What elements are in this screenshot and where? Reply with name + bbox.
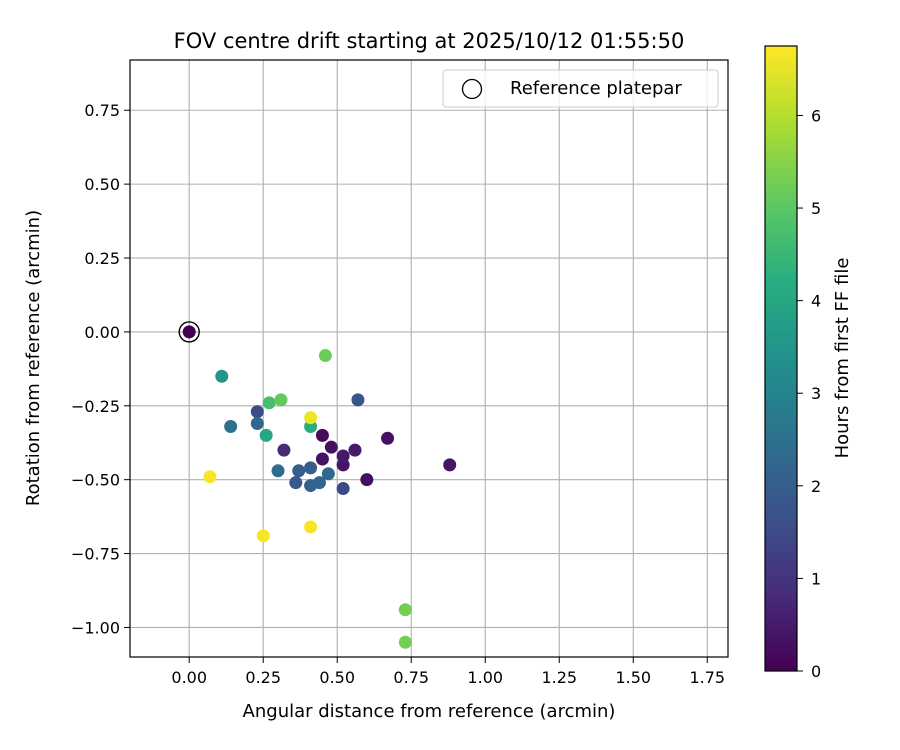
data-point — [274, 393, 288, 407]
data-point — [215, 369, 229, 383]
data-point — [262, 396, 276, 410]
x-tick-label: 1.75 — [689, 668, 725, 687]
data-point — [312, 476, 326, 490]
x-tick-label: 0.75 — [393, 668, 429, 687]
data-point — [304, 461, 318, 475]
y-tick-label: 0.00 — [84, 323, 120, 342]
chart-title: FOV centre drift starting at 2025/10/12 … — [174, 29, 685, 53]
x-tick-label: 0.25 — [245, 668, 281, 687]
colorbar-tick-label: 0 — [811, 662, 821, 681]
colorbar-tick-label: 1 — [811, 569, 821, 588]
data-point — [292, 464, 306, 478]
data-point — [259, 428, 273, 442]
data-point — [315, 428, 329, 442]
reference-platepar-marker — [178, 321, 200, 343]
legend-marker — [461, 78, 483, 100]
y-tick-label: 0.75 — [84, 101, 120, 120]
data-point — [250, 417, 264, 431]
y-tick-label: 0.25 — [84, 249, 120, 268]
data-point — [398, 635, 412, 649]
y-axis-label: Rotation from reference (arcmin) — [23, 210, 44, 506]
colorbar-tick-label: 2 — [811, 477, 821, 496]
grid-lines — [130, 60, 728, 657]
colorbar-gradient — [764, 45, 798, 672]
x-tick-label: 1.25 — [541, 668, 577, 687]
x-tick-label: 1.50 — [615, 668, 651, 687]
data-point — [351, 393, 365, 407]
y-tick-label: −1.00 — [71, 618, 120, 637]
legend: Reference platepar — [442, 69, 719, 108]
data-point — [324, 440, 338, 454]
y-tick-label: −0.75 — [71, 545, 120, 564]
data-point — [443, 458, 457, 472]
x-tick-label: 0.50 — [319, 668, 355, 687]
colorbar-ticks: 0 1 2 3 4 5 6 — [797, 106, 821, 681]
data-point — [348, 443, 362, 457]
data-point — [321, 467, 335, 481]
data-point — [336, 449, 350, 463]
data-point — [289, 476, 303, 490]
data-point — [304, 520, 318, 534]
colorbar-label: Hours from first FF file — [832, 258, 853, 459]
data-point — [271, 464, 285, 478]
x-axis-label: Angular distance from reference (arcmin) — [243, 701, 616, 722]
data-point — [381, 431, 395, 445]
plot-frame — [129, 59, 729, 658]
data-point — [360, 473, 374, 487]
reference-marker — [178, 321, 200, 343]
data-point — [398, 603, 412, 617]
data-point — [304, 411, 318, 425]
colorbar: 0 1 2 3 4 5 6 Hours from first FF file — [764, 45, 853, 681]
data-point — [203, 470, 217, 484]
data-point — [224, 419, 238, 433]
y-tick-label: −0.50 — [71, 471, 120, 490]
colorbar-tick-label: 6 — [811, 106, 821, 125]
x-tick-label: 0.00 — [171, 668, 207, 687]
colorbar-tick-label: 4 — [811, 292, 821, 311]
colorbar-tick-label: 5 — [811, 199, 821, 218]
legend-label: Reference platepar — [510, 78, 682, 99]
y-tick-label: 0.50 — [84, 175, 120, 194]
colorbar-tick-label: 3 — [811, 384, 821, 403]
data-point — [318, 349, 332, 363]
data-point — [336, 482, 350, 496]
data-point — [250, 405, 264, 419]
data-points — [182, 325, 457, 649]
x-tick-label: 1.00 — [467, 668, 503, 687]
data-point — [315, 452, 329, 466]
x-axis-ticks: 0.00 0.25 0.50 0.75 1.00 1.25 1.50 1.75 — [171, 657, 725, 687]
data-point — [256, 529, 270, 543]
legend-box — [442, 69, 719, 108]
data-point — [182, 325, 196, 339]
y-tick-label: −0.25 — [71, 397, 120, 416]
y-axis-ticks: 0.75 0.50 0.25 0.00 −0.25 −0.50 −0.75 −1.00 — [71, 101, 130, 637]
data-point — [277, 443, 291, 457]
